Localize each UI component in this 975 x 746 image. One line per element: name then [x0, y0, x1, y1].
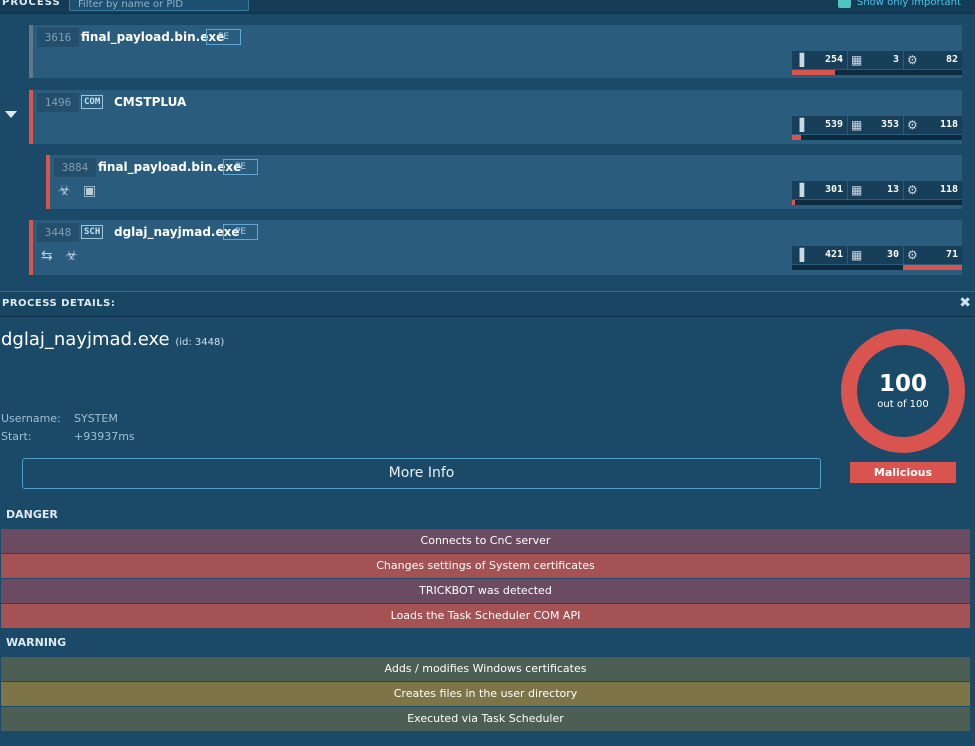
more-info-button[interactable]: More Info	[22, 458, 821, 489]
process-details-header: PROCESS DETAILS: ✖	[0, 291, 975, 317]
files-count: 301	[824, 184, 843, 195]
threat-score-hole	[857, 345, 949, 437]
files-count: 254	[824, 54, 843, 65]
modules-count: 118	[939, 184, 958, 195]
modules-icon: ⚙	[907, 183, 918, 197]
process-stats: ▐ 421 ▦ 30 ⚙ 71	[792, 246, 962, 264]
process-indicator-icons: ☣ ▣	[58, 183, 101, 199]
process-details-title: PROCESS DETAILS:	[2, 298, 116, 309]
danger-section-label: DANGER	[6, 508, 58, 521]
process-pid: 3616	[37, 28, 79, 47]
file-icon: ▐	[795, 248, 805, 262]
modules-icon: ⚙	[907, 248, 918, 262]
danger-indicator[interactable]: Loads the Task Scheduler COM API	[1, 604, 970, 628]
registry-icon: ▦	[851, 118, 863, 132]
warning-indicator[interactable]: Adds / modifies Windows certificates	[1, 657, 970, 681]
threat-bar	[792, 200, 962, 205]
threat-bar-fill	[792, 70, 835, 75]
show-important-checkbox[interactable]	[838, 0, 851, 8]
process-type-badge: PE	[223, 159, 258, 175]
process-pid: 3448	[37, 223, 79, 242]
file-icon: ▐	[795, 118, 805, 132]
process-name: final_payload.bin.exe	[81, 30, 225, 44]
process-row[interactable]: 3616 final_payload.bin.exe PE ▐ 254 ▦ 3 ⚙ 8…	[29, 25, 962, 78]
files-count: 539	[824, 119, 843, 130]
threat-bar-fill	[792, 200, 796, 205]
process-stats: ▐ 254 ▦ 3 ⚙ 82	[792, 51, 962, 69]
modules-count: 82	[945, 54, 958, 65]
threat-bar	[792, 70, 962, 75]
selected-process-id: (id: 3448)	[175, 337, 225, 348]
threat-score-value: 100	[878, 371, 927, 397]
threat-score-donut: 100 out of 100	[841, 329, 965, 453]
threat-bar	[792, 265, 962, 270]
registry-icon: ▦	[851, 183, 863, 197]
file-icon: ▐	[795, 53, 805, 67]
threat-bar-fill	[902, 265, 962, 270]
process-pid: 3884	[54, 158, 96, 177]
danger-indicator[interactable]: TRICKBOT was detected	[1, 579, 970, 603]
process-pid: 1496	[37, 93, 79, 112]
registry-count: 3	[892, 54, 899, 65]
verdict-badge: Malicious	[850, 462, 956, 483]
process-type-badge: PE	[223, 224, 258, 240]
process-stats: ▐ 539 ▦ 353 ⚙ 118	[792, 116, 962, 134]
process-row[interactable]: 1496 COM CMSTPLUA ▐ 539 ▦ 353 ⚙ 118	[29, 90, 962, 144]
files-count: 421	[824, 249, 843, 260]
process-toolbar: PROCESS Filter by name or PID Show only …	[0, 0, 975, 14]
process-section-label: PROCESS	[2, 0, 61, 8]
show-important-label[interactable]: Show only important	[857, 0, 961, 8]
danger-indicator[interactable]: Changes settings of System certificates	[1, 554, 970, 578]
username-label: Username:	[1, 412, 61, 425]
registry-count: 353	[880, 119, 899, 130]
process-type-badge: PE	[206, 29, 241, 45]
close-icon[interactable]: ✖	[959, 295, 971, 311]
process-name: dglaj_nayjmad.exe	[114, 225, 240, 239]
username-row: Username: SYSTEM	[1, 412, 118, 425]
registry-icon: ▦	[851, 53, 863, 67]
modules-count: 118	[939, 119, 958, 130]
process-row[interactable]: 3448 SCH dglaj_nayjmad.exe PE ⇆ ☣ ▐ 421 ▦…	[29, 220, 962, 275]
threat-bar	[792, 135, 962, 140]
file-icon: ▐	[795, 183, 805, 197]
warning-section-label: WARNING	[6, 636, 67, 649]
start-label: Start:	[1, 430, 32, 443]
process-launch-badge: SCH	[81, 225, 104, 239]
start-value: +93937ms	[74, 430, 135, 443]
warning-indicator[interactable]: Creates files in the user directory	[1, 682, 970, 706]
modules-count: 71	[945, 249, 958, 260]
process-name: final_payload.bin.exe	[98, 160, 242, 174]
registry-count: 30	[886, 249, 899, 260]
username-value: SYSTEM	[74, 412, 118, 425]
threat-score-out-of: out of 100	[877, 399, 929, 410]
start-row: Start: +93937ms	[1, 430, 135, 443]
selected-process-name-text: dglaj_nayjmad.exe	[1, 329, 170, 350]
registry-icon: ▦	[851, 248, 863, 262]
expand-triangle-icon[interactable]	[5, 111, 17, 118]
registry-count: 13	[886, 184, 899, 195]
selected-process-name: dglaj_nayjmad.exe (id: 3448)	[1, 329, 224, 350]
modules-icon: ⚙	[907, 118, 918, 132]
process-name: CMSTPLUA	[114, 95, 187, 109]
process-filter-input[interactable]: Filter by name or PID	[69, 0, 249, 11]
process-stats: ▐ 301 ▦ 13 ⚙ 118	[792, 181, 962, 199]
danger-indicator[interactable]: Connects to CnC server	[1, 529, 970, 553]
process-launch-badge: COM	[81, 95, 104, 109]
modules-icon: ⚙	[907, 53, 918, 67]
threat-bar-fill	[792, 135, 801, 140]
warning-indicator[interactable]: Executed via Task Scheduler	[1, 707, 970, 731]
process-row[interactable]: 3884 final_payload.bin.exe PE ☣ ▣ ▐ 301 ▦…	[46, 155, 962, 209]
process-indicator-icons: ⇆ ☣	[41, 248, 82, 264]
